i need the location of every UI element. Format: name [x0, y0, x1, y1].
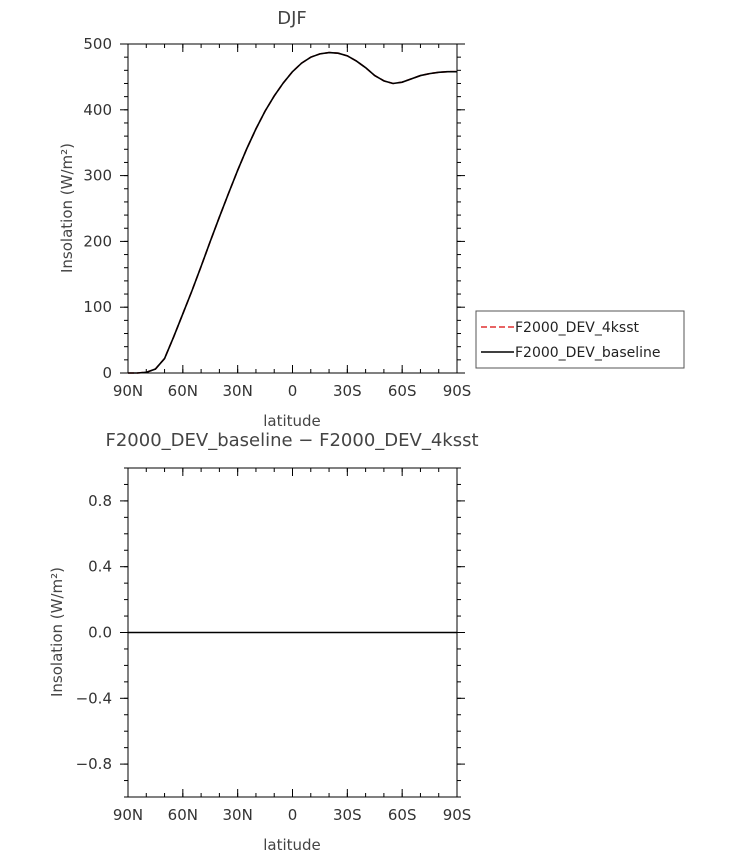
y-tick-label: 500 — [83, 35, 112, 53]
x-tick-label: 60N — [168, 382, 198, 400]
y-axis-label: Insolation (W/m²) — [48, 567, 66, 697]
series-line-f2000-dev-4ksst — [128, 51, 457, 374]
legend-box — [475, 310, 685, 369]
x-tick-label: 30N — [223, 806, 253, 824]
chart-title: F2000_DEV_baseline − F2000_DEV_4ksst — [105, 430, 478, 451]
x-tick-label: 90S — [443, 382, 472, 400]
x-tick-label: 30S — [333, 806, 362, 824]
plot-frame — [127, 43, 458, 374]
x-tick-label: 30N — [223, 382, 253, 400]
axis-ticks: 90N 60N 30N 0 30S 60S 90S −0.8 −0.4 0.0 0.4 0.8 — [76, 467, 472, 824]
x-tick-label: 30S — [333, 382, 362, 400]
x-tick-label: 60S — [388, 806, 417, 824]
x-tick-label: 60S — [388, 382, 417, 400]
y-tick-label: 300 — [83, 167, 112, 185]
legend-label-baseline: F2000_DEV_baseline — [515, 345, 661, 361]
x-axis-label: latitude — [263, 412, 321, 430]
x-tick-label: 90N — [113, 806, 143, 824]
y-tick-label: 400 — [83, 101, 112, 119]
y-tick-label: 0.4 — [88, 558, 112, 576]
panel-djf: DJF 90N 60N 30N 0 30S 60S 90S0100200300400500 … — [58, 8, 471, 430]
y-tick-label: 0 — [102, 364, 112, 382]
x-tick-label: 0 — [288, 382, 298, 400]
panel-difference: F2000_DEV_baseline − F2000_DEV_4ksst 90N… — [48, 430, 479, 854]
plot-frame — [127, 467, 458, 798]
y-tick-label: 100 — [83, 298, 112, 316]
y-tick-label: 0.0 — [88, 624, 112, 642]
y-tick-label: −0.4 — [76, 689, 112, 707]
x-tick-label: 0 — [288, 806, 298, 824]
series-line-f2000-dev-baseline — [128, 51, 457, 374]
x-tick-label: 60N — [168, 806, 198, 824]
x-tick-label: 90S — [443, 806, 472, 824]
axis-ticks: 90N 60N 30N 0 30S 60S 90S 0 100 200 300 400 500 — [83, 35, 471, 400]
x-tick-label: 90N — [113, 382, 143, 400]
chart-title: DJF — [277, 8, 307, 29]
legend-label-4ksst: F2000_DEV_4ksst — [515, 320, 639, 336]
legend: F2000_DEV_4ksst F2000_DEV_baseline — [475, 310, 685, 369]
x-axis-label: latitude — [263, 836, 321, 854]
y-axis-label: Insolation (W/m²) — [58, 143, 76, 273]
y-tick-label: 0.8 — [88, 492, 112, 510]
plot-lines — [128, 51, 457, 374]
y-tick-label: −0.8 — [76, 755, 112, 773]
y-tick-label: 200 — [83, 232, 112, 250]
